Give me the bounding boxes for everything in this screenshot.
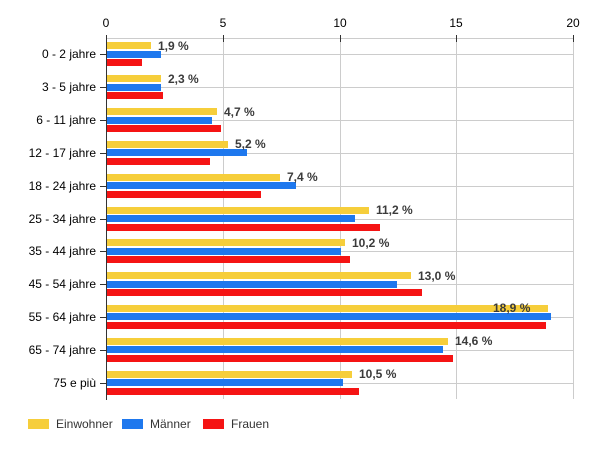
bar-frauen — [107, 92, 163, 99]
legend-swatch-maenner — [122, 419, 143, 429]
bar-frauen — [107, 224, 380, 231]
value-label: 5,2 % — [235, 137, 266, 151]
bar-frauen — [107, 256, 350, 263]
category-label: 3 - 5 jahre — [41, 80, 96, 94]
bar-einwohner — [107, 272, 411, 279]
category-label: 55 - 64 jahre — [28, 310, 96, 324]
category-tick — [100, 153, 106, 154]
category-label: 6 - 11 jahre — [36, 113, 96, 127]
bar-maenner — [107, 84, 161, 91]
bar-maenner — [107, 346, 443, 353]
bar-maenner — [107, 149, 247, 156]
x-axis-tick — [223, 35, 224, 42]
gridline-vertical — [456, 38, 457, 399]
bar-frauen — [107, 289, 422, 296]
x-axis-tick — [340, 35, 341, 42]
bar-einwohner — [107, 174, 280, 181]
x-axis-tick-label: 10 — [333, 16, 347, 30]
bar-frauen — [107, 355, 453, 362]
value-label: 18,9 % — [493, 301, 531, 315]
legend-item-frauen: Frauen — [203, 416, 269, 432]
legend-label: Einwohner — [56, 417, 113, 431]
category-tick — [100, 87, 106, 88]
gridline-horizontal — [106, 153, 573, 154]
x-axis-tick-label: 20 — [566, 16, 580, 30]
category-label: 12 - 17 jahre — [28, 146, 96, 160]
legend-label: Frauen — [231, 417, 270, 431]
category-label: 65 - 74 jahre — [28, 343, 96, 357]
bar-einwohner — [107, 141, 228, 148]
bar-maenner — [107, 313, 551, 320]
bar-einwohner — [107, 42, 151, 49]
bar-einwohner — [107, 108, 217, 115]
category-label: 0 - 2 jahre — [41, 47, 96, 61]
legend-swatch-einwohner — [28, 419, 49, 429]
category-tick — [100, 120, 106, 121]
value-label: 7,4 % — [287, 170, 318, 184]
bar-frauen — [107, 59, 142, 66]
x-axis-tick-label: 5 — [219, 16, 227, 30]
bar-maenner — [107, 51, 161, 58]
category-label: 45 - 54 jahre — [28, 277, 96, 291]
legend-item-einwohner: Einwohner — [28, 416, 113, 432]
category-label: 18 - 24 jahre — [28, 179, 96, 193]
gridline-horizontal — [106, 120, 573, 121]
x-axis-tick-label: 15 — [449, 16, 463, 30]
value-label: 10,2 % — [352, 236, 390, 250]
category-tick — [100, 350, 106, 351]
value-label: 1,9 % — [158, 39, 189, 53]
plot-top-border — [106, 38, 573, 39]
legend-label: Männer — [150, 417, 191, 431]
value-label: 10,5 % — [359, 367, 397, 381]
bar-einwohner — [107, 371, 352, 378]
value-label: 11,2 % — [376, 203, 413, 217]
bar-einwohner — [107, 305, 548, 312]
category-label: 25 - 34 jahre — [28, 212, 96, 226]
value-label: 14,6 % — [455, 334, 493, 348]
value-label: 4,7 % — [224, 105, 255, 119]
legend-item-maenner: Männer — [122, 416, 191, 432]
category-label: 35 - 44 jahre — [28, 244, 96, 258]
gridline-horizontal — [106, 186, 573, 187]
value-label: 13,0 % — [418, 269, 456, 283]
x-axis-tick-label: 0 — [102, 16, 110, 30]
x-axis-tick — [573, 35, 574, 42]
bar-maenner — [107, 182, 296, 189]
bar-maenner — [107, 117, 212, 124]
legend: Einwohner Männer Frauen — [0, 416, 600, 432]
legend-swatch-frauen — [203, 419, 224, 429]
category-label: 75 e più — [53, 376, 96, 390]
bar-frauen — [107, 388, 359, 395]
bar-einwohner — [107, 239, 345, 246]
bar-frauen — [107, 322, 546, 329]
x-axis-tick — [456, 35, 457, 42]
bar-einwohner — [107, 338, 448, 345]
bar-einwohner — [107, 207, 369, 214]
bar-frauen — [107, 125, 221, 132]
gridline-horizontal — [106, 54, 573, 55]
gridline-vertical — [573, 38, 574, 399]
bar-maenner — [107, 215, 355, 222]
category-tick — [100, 251, 106, 252]
bar-frauen — [107, 191, 261, 198]
bar-maenner — [107, 379, 343, 386]
bar-einwohner — [107, 75, 161, 82]
gridline-horizontal — [106, 87, 573, 88]
category-tick — [100, 383, 106, 384]
bar-maenner — [107, 281, 397, 288]
category-tick — [100, 284, 106, 285]
bar-maenner — [107, 248, 341, 255]
y-axis-baseline — [106, 35, 107, 400]
category-tick — [100, 219, 106, 220]
category-tick — [100, 186, 106, 187]
category-tick — [100, 54, 106, 55]
value-label: 2,3 % — [168, 72, 199, 86]
category-tick — [100, 317, 106, 318]
bar-frauen — [107, 158, 210, 165]
